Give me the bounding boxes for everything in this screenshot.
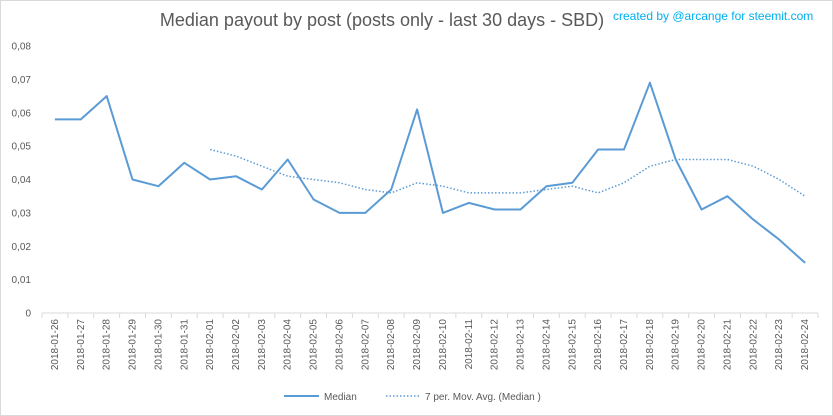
credit-text: created by @arcange for steemit.com [613,9,814,23]
x-tick-label: 2018-02-06 [334,319,345,371]
x-tick-label: 2018-02-21 [722,319,733,371]
series-line-median [54,81,806,264]
y-tick-label: 0,07 [12,75,32,86]
x-tick-label: 2018-01-28 [102,319,113,371]
chart-title: Median payout by post (posts only - last… [159,10,605,30]
x-tick-label: 2018-02-03 [257,319,268,371]
x-tick-label: 2018-02-07 [360,319,371,371]
x-tick-label: 2018-02-11 [464,319,475,370]
x-tick-label: 2018-02-16 [593,319,604,371]
x-tick-label: 2018-01-30 [153,319,164,371]
x-tick-label: 2018-02-09 [412,319,423,371]
series-layer [54,81,806,264]
y-tick-label: 0,04 [12,175,32,186]
y-tick-label: 0 [25,309,31,320]
x-tick-label: 2018-02-17 [619,319,630,371]
x-tick-label: 2018-02-24 [800,319,811,371]
legend: Median 7 per. Mov. Avg. (Median ) [284,392,541,403]
y-tick-label: 0,03 [12,208,32,219]
x-tick-label: 2018-02-13 [516,319,527,371]
y-tick-label: 0,06 [12,108,32,119]
x-tick-label: 2018-01-26 [50,319,61,371]
y-tick-label: 0,08 [12,42,32,53]
x-tick-label: 2018-01-27 [76,319,87,371]
x-tick-label: 2018-01-29 [128,319,139,371]
x-tick-label: 2018-02-15 [567,319,578,371]
x-tick-label: 2018-02-01 [205,319,216,371]
legend-label-moving-average: 7 per. Mov. Avg. (Median ) [425,392,541,403]
x-tick-label: 2018-02-08 [386,319,397,371]
x-tick-label: 2018-02-22 [748,319,759,371]
x-tick-label: 2018-02-04 [283,319,294,371]
x-tick-label: 2018-02-05 [309,319,320,371]
x-tick-label: 2018-02-14 [541,319,552,371]
y-tick-label: 0,02 [12,242,32,253]
y-axis-ticks: 0 0,01 0,02 0,03 0,04 0,05 0,06 0,07 0,08 [12,42,32,320]
x-tick-label: 2018-02-19 [671,319,682,371]
x-tick-label: 2018-02-02 [231,319,242,371]
series-line-moving-average [209,148,806,197]
x-tick-label: 2018-01-31 [179,319,190,371]
x-tick-label: 2018-02-23 [774,319,785,371]
x-tick-label: 2018-02-10 [438,319,449,371]
x-axis-ticks: 2018-01-26 2018-01-27 2018-01-28 2018-01-29… [41,313,819,371]
x-tick-label: 2018-02-20 [697,319,708,371]
y-tick-label: 0,05 [12,142,32,153]
x-tick-label: 2018-02-12 [490,319,501,371]
x-tick-label: 2018-02-18 [645,319,656,371]
legend-label-median: Median [324,392,357,403]
y-tick-label: 0,01 [12,275,32,286]
